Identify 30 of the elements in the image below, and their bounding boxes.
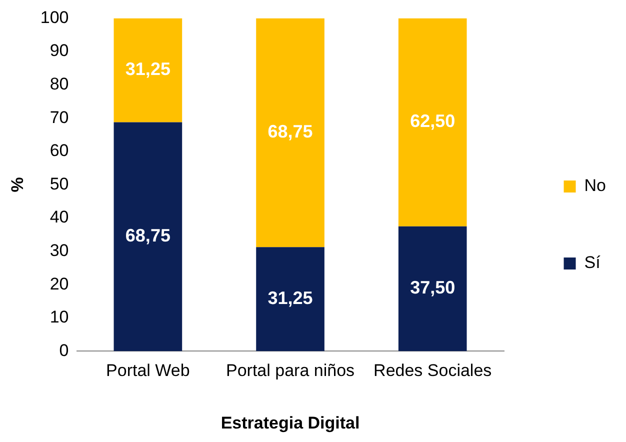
bar (114, 18, 182, 122)
data-label: 62,50 (410, 111, 456, 132)
data-label: 68,75 (125, 226, 170, 246)
data-label: 68,75 (268, 122, 313, 142)
y-tick-label: 90 (50, 41, 69, 60)
y-tick-label: 30 (50, 240, 69, 260)
data-label: 37,50 (410, 278, 456, 298)
y-tick-label: 40 (50, 208, 69, 227)
x-tick-label: Redes Sociales (374, 361, 492, 380)
y-tick-label: 80 (50, 74, 69, 94)
y-axis-title: % (8, 177, 27, 192)
y-tick-label: 100 (40, 8, 69, 27)
data-label: 31,25 (268, 288, 313, 308)
y-tick-label: 50 (50, 174, 69, 194)
y-tick-label: 10 (50, 308, 69, 327)
y-tick-label: 0 (59, 340, 69, 360)
y-tick-label: 70 (50, 108, 69, 127)
data-label: 31,25 (125, 59, 170, 80)
y-tick-label: 60 (50, 141, 69, 160)
legend-label: No (584, 176, 606, 196)
bar (256, 247, 324, 352)
bar (114, 122, 182, 352)
x-axis-title: Estrategia Digital (220, 413, 360, 432)
x-tick-label: Portal Web (106, 361, 190, 380)
legend-label: Sí (584, 253, 601, 272)
x-tick-label: Portal para niños (226, 361, 355, 380)
bar (256, 18, 324, 248)
bar (398, 18, 467, 226)
y-tick-label: 20 (50, 274, 69, 294)
bar (398, 226, 467, 352)
